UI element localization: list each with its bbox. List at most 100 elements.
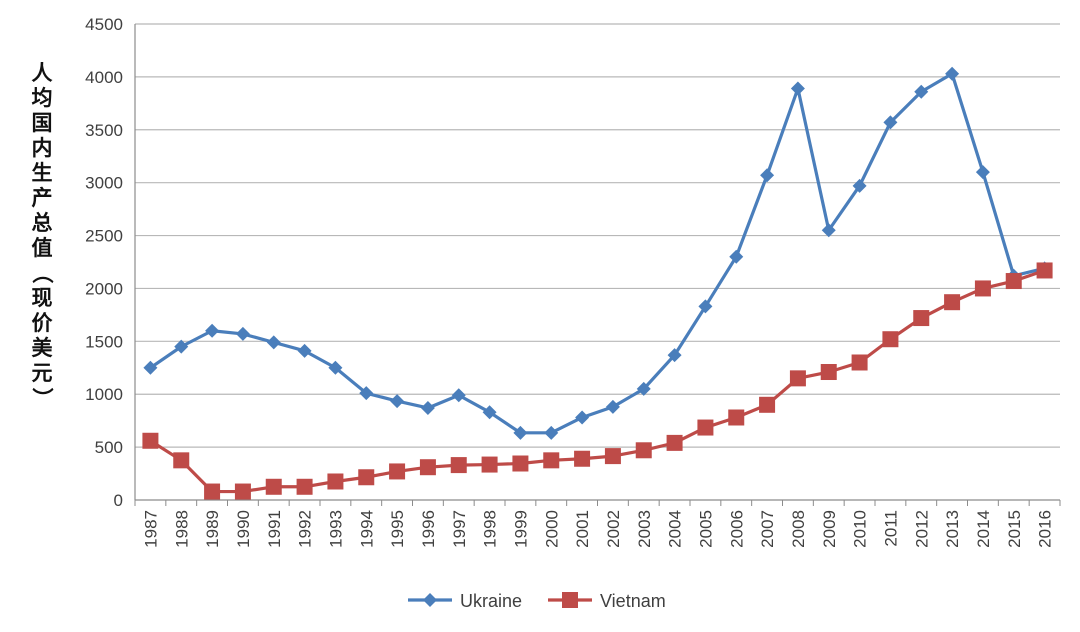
x-tick-label: 1995: [388, 510, 407, 548]
data-point: [266, 335, 281, 350]
data-point: [543, 452, 560, 469]
series-vietnam: [142, 262, 1053, 500]
data-point: [760, 168, 775, 183]
y-tick-label: 3500: [85, 121, 123, 140]
legend: Ukraine Vietnam: [408, 591, 666, 611]
data-point: [667, 348, 682, 363]
x-tick-label: 2008: [789, 510, 808, 548]
data-point: [265, 478, 282, 495]
y-tick-label: 4500: [85, 15, 123, 34]
data-point: [390, 394, 405, 409]
legend-item-ukraine: Ukraine: [408, 591, 522, 611]
data-point: [419, 459, 436, 476]
data-point: [204, 483, 221, 500]
data-point: [604, 448, 621, 465]
series-group: [142, 66, 1053, 500]
y-axis-label-char: 总: [32, 211, 53, 235]
data-point: [728, 409, 745, 426]
y-tick-label: 0: [114, 491, 123, 510]
x-tick-label: 2016: [1036, 510, 1055, 548]
data-point: [513, 425, 528, 440]
data-point: [173, 452, 190, 469]
data-point: [1005, 273, 1022, 290]
series-ukraine: [143, 66, 1052, 440]
data-point: [882, 331, 899, 348]
x-tick-label: 2003: [635, 510, 654, 548]
data-point: [296, 478, 313, 495]
x-tick-label: 2001: [573, 510, 592, 548]
y-axis-label-char: ）: [30, 388, 54, 409]
data-point: [883, 115, 898, 130]
data-point: [359, 386, 374, 401]
x-tick-label: 2002: [604, 510, 623, 548]
data-point: [450, 457, 467, 474]
legend-label: Vietnam: [600, 591, 666, 611]
x-tick-label: 2012: [912, 510, 931, 548]
x-tick-label: 2006: [727, 510, 746, 548]
data-point: [482, 405, 497, 420]
y-axis-label-char: 值: [32, 236, 53, 260]
data-point: [297, 343, 312, 358]
data-point: [205, 323, 220, 338]
data-point: [451, 388, 466, 403]
data-point: [974, 280, 991, 297]
data-point: [481, 456, 498, 473]
data-point: [913, 310, 930, 327]
legend-label: Ukraine: [460, 591, 522, 611]
axes: [134, 24, 1061, 506]
y-tick-labels: 0 500 1000 1500 2000 2500 3000 3500 4000 4500: [85, 15, 123, 510]
x-tick-label: 1998: [481, 510, 500, 548]
data-point: [790, 81, 805, 96]
data-point: [914, 84, 929, 99]
x-tick-label: 1990: [234, 510, 253, 548]
y-axis-label-char: 产: [32, 186, 53, 210]
data-point: [759, 396, 776, 413]
data-point: [821, 223, 836, 238]
data-point: [512, 455, 529, 472]
data-point: [851, 354, 868, 371]
data-point: [789, 370, 806, 387]
data-point: [328, 360, 343, 375]
data-point: [975, 165, 990, 180]
x-tick-label: 2005: [696, 510, 715, 548]
data-point: [235, 326, 250, 341]
x-tick-label: 2004: [666, 510, 685, 548]
y-tick-label: 500: [95, 438, 123, 457]
data-point: [327, 473, 344, 490]
data-point: [852, 178, 867, 193]
x-tick-label: 1987: [141, 510, 160, 548]
y-tick-label: 4000: [85, 68, 123, 87]
data-point: [389, 463, 406, 480]
legend-marker: [562, 592, 578, 608]
data-point: [574, 450, 591, 467]
y-axis-label-char: 美: [32, 336, 53, 360]
data-point: [698, 299, 713, 314]
data-point: [605, 399, 620, 414]
data-point: [142, 432, 159, 449]
x-tick-label: 2007: [758, 510, 777, 548]
x-tick-label: 2009: [820, 510, 839, 548]
data-point: [636, 381, 651, 396]
data-point: [234, 483, 251, 500]
y-axis-label-char: 生: [32, 161, 53, 185]
y-axis-label-char: 价: [32, 311, 54, 335]
data-point: [544, 425, 559, 440]
x-tick-label: 1991: [265, 510, 284, 548]
x-tick-label: 2013: [943, 510, 962, 548]
y-tick-label: 1000: [85, 385, 123, 404]
x-tick-label: 2011: [881, 510, 900, 547]
data-point: [1036, 262, 1053, 279]
y-axis-label-char: 元: [32, 361, 53, 385]
x-tick-label: 2010: [851, 510, 870, 548]
data-point: [666, 434, 683, 451]
x-tick-labels: 1987 1988 1989 1990 1991 1992 1993 1994 1995 1996…: [141, 510, 1054, 548]
x-tick-label: 1989: [203, 510, 222, 548]
y-axis-label-char: 国: [32, 111, 53, 135]
y-axis-label-char: （: [30, 263, 54, 284]
y-tick-label: 3000: [85, 174, 123, 193]
data-point: [697, 419, 714, 436]
data-point: [945, 66, 960, 81]
